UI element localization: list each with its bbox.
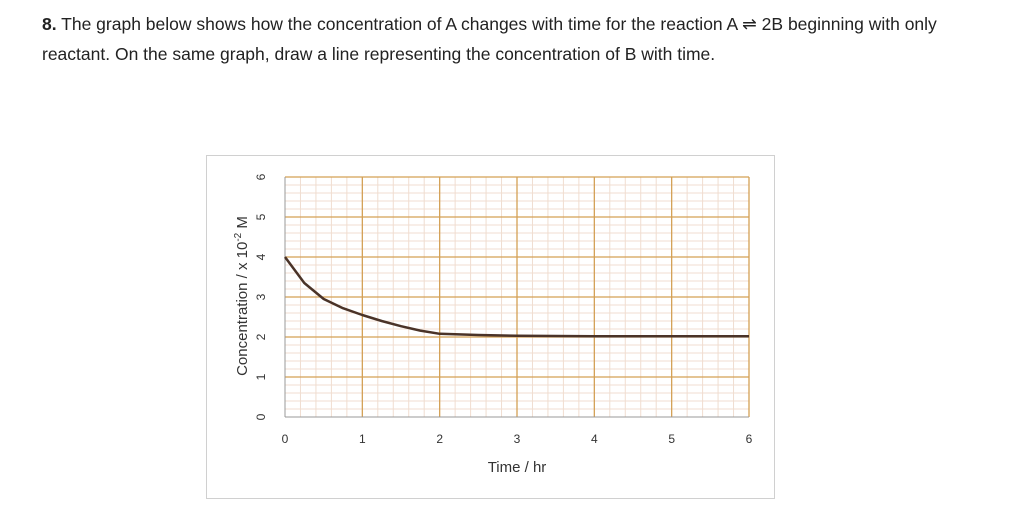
x-tick-label: 4	[591, 432, 598, 446]
question-text-part2: 2B beginning with only reactant. On the …	[42, 14, 937, 64]
y-tick-label: 2	[254, 333, 268, 340]
major-grid	[284, 176, 750, 418]
x-tick-label: 5	[668, 432, 675, 446]
x-tick-label: 3	[514, 432, 521, 446]
y-tick-label: 0	[254, 413, 268, 420]
concentration-a-line	[283, 256, 749, 338]
y-tick-labels: 0 1 2 3 4 5 6	[254, 173, 268, 420]
y-tick-label: 5	[254, 213, 268, 220]
equilibrium-arrow-icon: ⇌	[742, 14, 757, 34]
series-layer	[283, 256, 749, 338]
x-axis-title: Time / hr	[488, 459, 547, 476]
y-tick-label: 1	[254, 373, 268, 380]
y-axis-title-unit: M	[234, 216, 251, 233]
y-tick-label: 4	[254, 253, 268, 260]
concentration-time-chart: 0 1 2 3 4 5 6 0 1 2 3 4 5 6 Time / hr Concentration …	[233, 173, 753, 476]
x-tick-label: 1	[359, 432, 366, 446]
chart-container: 0 1 2 3 4 5 6 0 1 2 3 4 5 6 Time / hr Concentration …	[206, 155, 775, 499]
y-tick-label: 3	[254, 293, 268, 300]
question-text-part1: The graph below shows how the concentrat…	[61, 14, 738, 34]
question-text: 8. The graph below shows how the concent…	[42, 9, 1002, 69]
y-axis-title-exponent: -2	[233, 232, 244, 241]
question-number: 8.	[42, 14, 57, 34]
y-axis-title: Concentration / x 10-2 M	[233, 216, 251, 376]
x-tick-labels: 0 1 2 3 4 5 6	[282, 432, 753, 446]
y-tick-label: 6	[254, 173, 268, 180]
x-tick-label: 0	[282, 432, 289, 446]
y-axis-title-prefix: Concentration / x 10	[234, 242, 251, 376]
x-tick-label: 2	[436, 432, 443, 446]
x-tick-label: 6	[746, 432, 753, 446]
